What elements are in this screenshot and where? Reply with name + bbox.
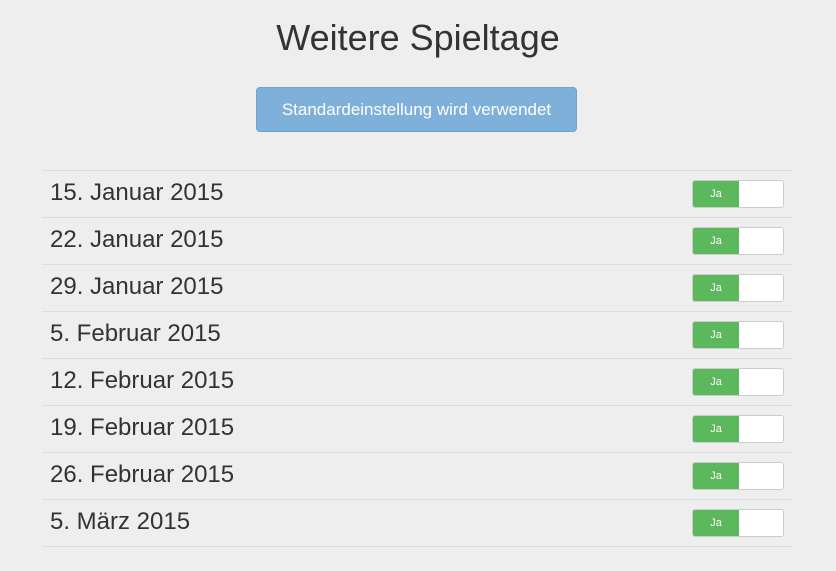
page-title: Weitere Spieltage — [276, 17, 560, 58]
matchday-row: 26. Februar 2015 Ja — [42, 453, 792, 500]
matchday-toggle[interactable]: Ja — [692, 321, 784, 349]
toggle-off-handle — [739, 416, 783, 442]
toggle-on-label: Ja — [693, 369, 739, 395]
matchday-row: 12. Februar 2015 Ja — [42, 359, 792, 406]
matchday-date: 15. Januar 2015 — [50, 179, 224, 206]
matchday-date: 5. März 2015 — [50, 508, 191, 535]
default-setting-button[interactable]: Standardeinstellung wird verwendet — [256, 87, 577, 132]
matchday-date: 26. Februar 2015 — [50, 461, 235, 488]
matchday-row: 5. März 2015 Ja — [42, 500, 792, 547]
matchday-date: 19. Februar 2015 — [50, 414, 235, 441]
matchday-row: 29. Januar 2015 Ja — [42, 265, 792, 312]
toggle-off-handle — [739, 275, 783, 301]
toggle-on-label: Ja — [693, 463, 739, 489]
matchday-toggle[interactable]: Ja — [692, 227, 784, 255]
toggle-on-label: Ja — [693, 228, 739, 254]
toggle-on-label: Ja — [693, 322, 739, 348]
matchday-list: 15. Januar 2015 Ja 22. Januar 2015 Ja 29… — [42, 170, 792, 547]
toggle-on-label: Ja — [693, 275, 739, 301]
matchday-toggle[interactable]: Ja — [692, 368, 784, 396]
toggle-off-handle — [739, 463, 783, 489]
matchday-date: 29. Januar 2015 — [50, 273, 224, 300]
toggle-on-label: Ja — [693, 510, 739, 536]
matchday-date: 5. Februar 2015 — [50, 320, 221, 347]
toggle-off-handle — [739, 322, 783, 348]
matchday-row: 15. Januar 2015 Ja — [42, 171, 792, 218]
matchday-toggle[interactable]: Ja — [692, 462, 784, 490]
matchday-row: 19. Februar 2015 Ja — [42, 406, 792, 453]
toggle-off-handle — [739, 181, 783, 207]
matchday-toggle[interactable]: Ja — [692, 509, 784, 537]
matchday-date: 22. Januar 2015 — [50, 226, 224, 253]
toggle-on-label: Ja — [693, 181, 739, 207]
matchday-toggle[interactable]: Ja — [692, 180, 784, 208]
matchday-date: 12. Februar 2015 — [50, 367, 235, 394]
matchday-row: 22. Januar 2015 Ja — [42, 218, 792, 265]
toggle-on-label: Ja — [693, 416, 739, 442]
matchday-toggle[interactable]: Ja — [692, 415, 784, 443]
matchday-row: 5. Februar 2015 Ja — [42, 312, 792, 359]
matchday-toggle[interactable]: Ja — [692, 274, 784, 302]
toggle-off-handle — [739, 369, 783, 395]
toggle-off-handle — [739, 228, 783, 254]
toggle-off-handle — [739, 510, 783, 536]
